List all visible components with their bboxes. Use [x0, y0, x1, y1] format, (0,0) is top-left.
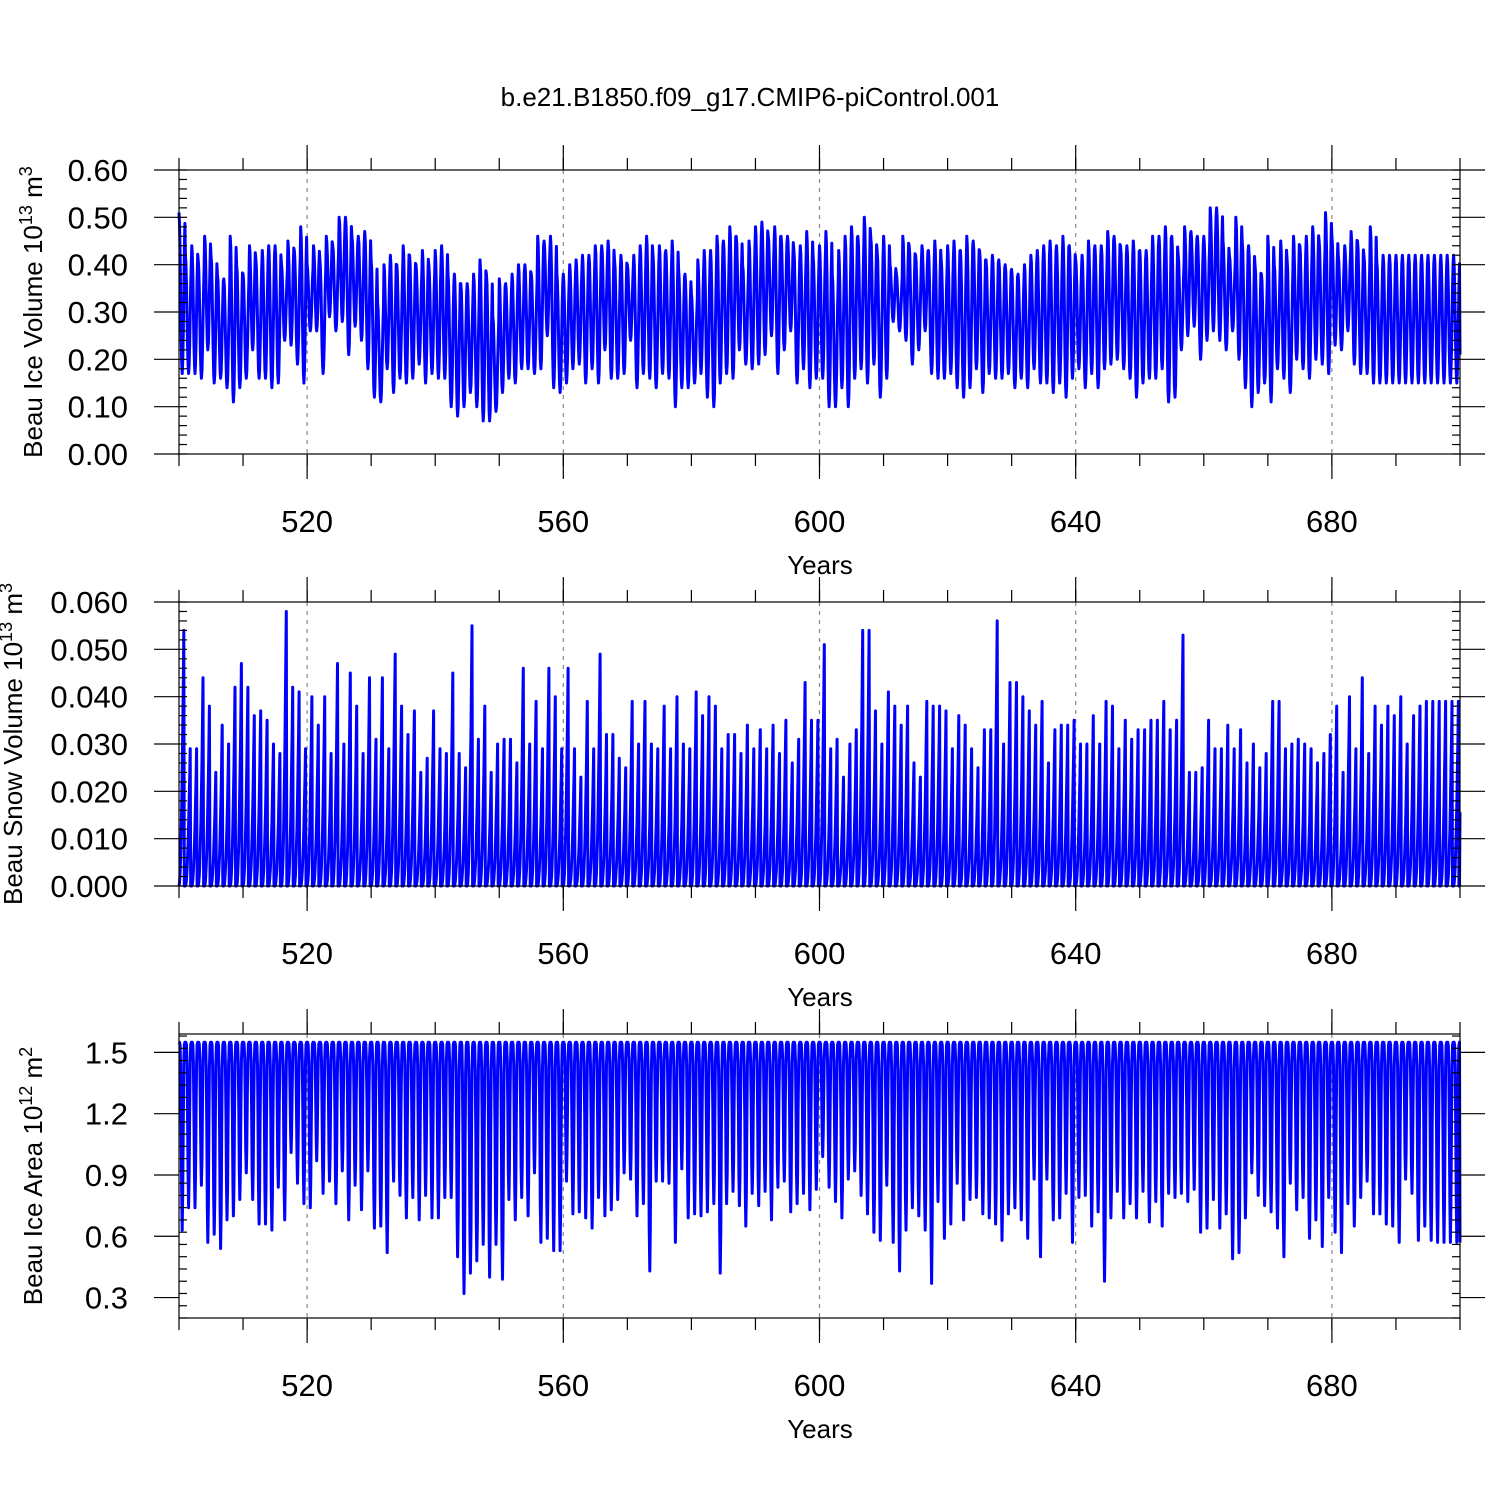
- x-tick-label: 600: [794, 504, 846, 539]
- series-line-3: [178, 1040, 1462, 1295]
- y-axis-label: Beau Ice Volume 1013 m3: [16, 166, 48, 458]
- y-tick-label: 1.5: [85, 1035, 128, 1070]
- y-tick-label: 0.10: [68, 390, 128, 425]
- x-tick-label: 520: [281, 504, 333, 539]
- panels: 0.00 0.10 0.20 0.30 0.40 0.50 0.60 520 560 600 640…: [0, 145, 1485, 1444]
- series-line-1: [177, 206, 1462, 423]
- x-tick-label: 600: [794, 936, 846, 971]
- x-tick-label: 640: [1050, 1368, 1102, 1403]
- y-axis-label: Beau Ice Area 1012 m2: [16, 1047, 48, 1305]
- x-tick-label: 560: [537, 936, 589, 971]
- y-tick-label: 0.030: [50, 727, 128, 762]
- y-tick-label: 0.00: [68, 437, 128, 472]
- x-tick-label: 680: [1306, 504, 1358, 539]
- plot-frame: [178, 1033, 1461, 1319]
- x-tick-label: 680: [1306, 1368, 1358, 1403]
- y-tick-label: 1.2: [85, 1097, 128, 1132]
- y-tick-label: 0.040: [50, 680, 128, 715]
- y-tick-label: 0.40: [68, 248, 128, 283]
- x-tick-label: 640: [1050, 936, 1102, 971]
- y-tick-label: 0.9: [85, 1158, 128, 1193]
- x-tick-label: 520: [281, 1368, 333, 1403]
- chart-title: b.e21.B1850.f09_g17.CMIP6-piControl.001: [501, 82, 1000, 112]
- x-tick-label: 640: [1050, 504, 1102, 539]
- x-axis-label: Years: [787, 982, 853, 1012]
- x-tick-label: 560: [537, 1368, 589, 1403]
- y-tick-label: 0.50: [68, 200, 128, 235]
- panel-2: 0.000 0.010 0.020 0.030 0.040 0.050 0.060 520 56…: [0, 577, 1485, 1012]
- panel-1: 0.00 0.10 0.20 0.30 0.40 0.50 0.60 520 560 600 640…: [16, 145, 1485, 580]
- y-tick-label: 0.060: [50, 585, 128, 620]
- y-tick-label: 0.050: [50, 632, 128, 667]
- x-axis-label: Years: [787, 550, 853, 580]
- panel-3: 0.3 0.6 0.9 1.2 1.5 520 560 600 640 680 Years Beau …: [16, 1009, 1485, 1444]
- y-axis-label: Beau Snow Volume 1013 m3: [0, 583, 28, 905]
- x-tick-label: 520: [281, 936, 333, 971]
- y-tick-label: 0.020: [50, 774, 128, 809]
- y-tick-label: 0.010: [50, 822, 128, 857]
- x-axis-label: Years: [787, 1414, 853, 1444]
- y-tick-label: 0.60: [68, 153, 128, 188]
- x-tick-label: 680: [1306, 936, 1358, 971]
- x-tick-label: 560: [537, 504, 589, 539]
- y-tick-label: 0.000: [50, 869, 128, 904]
- y-tick-label: 0.20: [68, 342, 128, 377]
- x-tick-label: 600: [794, 1368, 846, 1403]
- y-tick-label: 0.30: [68, 295, 128, 330]
- y-tick-label: 0.3: [85, 1281, 128, 1316]
- y-tick-label: 0.6: [85, 1219, 128, 1254]
